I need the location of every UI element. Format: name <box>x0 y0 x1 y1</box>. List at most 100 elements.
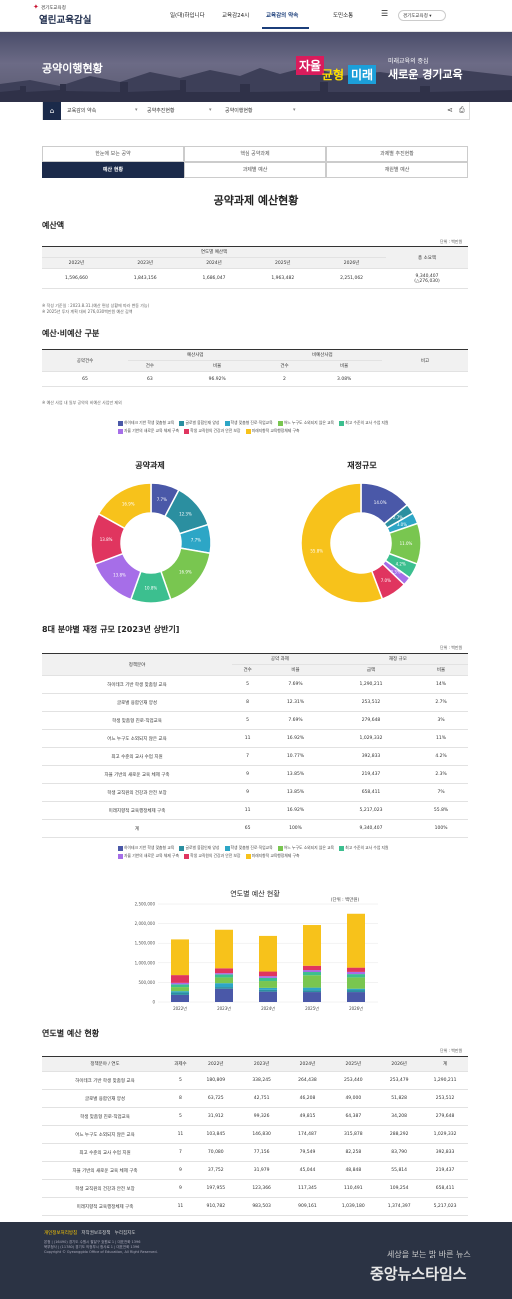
legend-label: 하이테크 기반 학생 맞춤형 교육 <box>124 845 175 850</box>
y-tick-label: 0 <box>152 1000 155 1005</box>
tab-source-budget[interactable]: 재원별 예산 <box>326 162 468 178</box>
table-cell: 7% <box>414 783 468 802</box>
breadcrumb-item-1[interactable]: 교육감의 약속 <box>67 108 97 114</box>
legend-item: 학생 교직원의 건강과 안전 보장 <box>184 853 240 859</box>
footer-sitemap-link[interactable]: 누리집지도 <box>114 1231 136 1236</box>
table-cell: 7.69% <box>263 675 328 694</box>
table-cell: 7 <box>168 1143 193 1162</box>
menu-icon[interactable]: ☰ <box>381 9 389 18</box>
year-header: 2023년 <box>110 257 180 269</box>
table-cell: 315,878 <box>330 1125 377 1144</box>
table-cell: 4.2% <box>414 747 468 766</box>
y-tick-label: 2,500,000 <box>135 902 156 907</box>
split-cell: 65 <box>42 371 128 387</box>
legend-label: 미래지향적 교육행정체제 구축 <box>251 853 300 858</box>
legend-item: 하이테크 기반 학생 맞춤형 교육 <box>118 845 175 851</box>
org-select[interactable]: 경기도교육청 ▾ <box>398 10 446 21</box>
footer-links: 개인정보처리방침 저작권보호정책 누리집지도 <box>44 1230 135 1236</box>
nav-item-1[interactable]: 일(대)하입니다 <box>170 13 205 19</box>
bar-segment <box>215 973 233 975</box>
budget-total-header: 총 소요액 <box>386 246 468 269</box>
tab-task-budget[interactable]: 과제별 예산 <box>184 162 326 178</box>
donut-slice-label: 13.8% <box>113 573 126 578</box>
table-cell: 82,258 <box>330 1143 377 1162</box>
breadcrumb-item-3[interactable]: 공약이행현황 <box>225 108 253 114</box>
table-cell: 31,912 <box>192 1107 239 1126</box>
sector-heading: 8대 분야별 재정 규모 [2023년 상반기] <box>42 625 180 634</box>
tab-budget-status[interactable]: 예산 현황 <box>42 162 184 178</box>
bar-segment <box>303 925 321 966</box>
table-row: 글로벌 융합인재 양성 8 63,725 42,751 46,208 49,000 51,8… <box>42 1089 468 1108</box>
table-row: 학생 맞춤형 진로·직업교육 5 31,912 99,326 49,815 64,387 3… <box>42 1107 468 1126</box>
bar-segment <box>215 987 233 989</box>
table-cell: 63,725 <box>192 1089 239 1108</box>
legend-swatch <box>184 428 190 434</box>
table-cell: 77,156 <box>238 1143 285 1162</box>
donut-slice-label: 16.9% <box>122 502 135 507</box>
table-cell: 55,814 <box>376 1161 423 1180</box>
table-cell: 1,290,211 <box>327 675 415 694</box>
legend-swatch <box>179 845 185 851</box>
split-cell: 63 <box>128 371 172 387</box>
footer-copyright-link[interactable]: 저작권보호정책 <box>81 1231 111 1236</box>
tab-progress[interactable]: 과제별 추진현황 <box>326 146 468 162</box>
bar-segment <box>303 975 321 988</box>
table-cell: 11 <box>168 1197 193 1216</box>
table-cell: 174,487 <box>284 1125 331 1144</box>
nav-item-2[interactable]: 교육감24시 <box>222 13 250 19</box>
year-header: 2025년 <box>248 257 318 269</box>
legend-item: 최고 수준의 교사 수업 지원 <box>339 420 389 426</box>
chevron-down-icon[interactable]: ▾ <box>293 107 296 113</box>
legend-item: 자율 기반의 새로운 교육 체제 구축 <box>118 853 179 859</box>
slogan-main: 새로운 경기교육 <box>388 68 463 81</box>
home-icon[interactable]: ⌂ <box>43 102 61 120</box>
table-cell: 학생 교직원의 건강과 안전 보장 <box>42 1179 168 1198</box>
legend-item: 자율 기반의 새로운 교육 체제 구축 <box>118 428 179 434</box>
share-icon[interactable]: ⋖ <box>447 106 453 114</box>
budget-total-sub: (△276,030) <box>414 278 440 284</box>
footer <box>0 1222 512 1299</box>
table-cell: 219,437 <box>422 1161 468 1180</box>
table-cell: 5 <box>232 675 264 694</box>
legend-label: 학생 맞춤형 진로·직업교육 <box>230 845 273 850</box>
table-cell: 253,440 <box>330 1071 377 1090</box>
logo-title[interactable]: 열린교육감실 <box>39 15 92 26</box>
budget-value: 1,963,482 <box>248 268 318 289</box>
tab-overview[interactable]: 한눈에 보는 공약 <box>42 146 184 162</box>
legend-label: 학생 교직원의 건강과 안전 보장 <box>190 428 241 433</box>
table-cell: 자율 기반의 새로운 교육 체제 구축 <box>42 765 232 784</box>
legend-swatch <box>118 845 123 851</box>
bar-segment <box>171 991 189 993</box>
footer-privacy-link[interactable]: 개인정보처리방침 <box>44 1231 78 1236</box>
chevron-down-icon[interactable]: ▾ <box>135 107 138 113</box>
bar-segment <box>215 977 233 984</box>
year-header: 2024년 <box>179 257 249 269</box>
table-cell: 264,438 <box>284 1071 331 1090</box>
bar-segment <box>259 991 277 1002</box>
yearly-h: 2023년 <box>238 1056 285 1072</box>
print-icon[interactable]: ⎙ <box>459 106 465 114</box>
legend-swatch <box>224 845 230 851</box>
budget-value: 1,843,156 <box>110 268 180 289</box>
legend-item: 어느 누구도 소외되지 않은 교육 <box>277 420 334 426</box>
tab-core[interactable]: 핵심 공약과제 <box>184 146 326 162</box>
table-cell: 70,080 <box>192 1143 239 1162</box>
table-cell: 117,345 <box>284 1179 331 1198</box>
legend-item: 미래지향적 교육행정체제 구축 <box>245 428 299 434</box>
table-cell: 10.77% <box>263 747 328 766</box>
yearly-table: 정책분야 / 연도 과제수 2022년 2023년 2024년 2025년 20… <box>42 1056 468 1238</box>
table-cell: 83,790 <box>376 1143 423 1162</box>
legend-label: 최고 수준의 교사 수업 지원 <box>345 420 389 425</box>
yearly-h: 과제수 <box>168 1056 193 1072</box>
budget-table: 연도별 예산액 총 소요액 2022년 2023년 2024년 2025년 202… <box>42 246 468 289</box>
chevron-down-icon[interactable]: ▾ <box>209 107 212 113</box>
sector-h-finance: 재정 규모 <box>327 653 468 665</box>
nav-item-4[interactable]: 도민소통 <box>333 13 354 19</box>
nav-item-promise[interactable]: 교육감의 약속 <box>266 13 299 19</box>
sector-h-sub: 비율 <box>263 664 328 676</box>
legend-swatch <box>339 845 345 851</box>
breadcrumb-item-2[interactable]: 공약추진현황 <box>147 108 175 114</box>
table-row: 학생 교직원의 건강과 안전 보장 9 13.85% 658,411 7% <box>42 783 468 802</box>
table-cell: 글로벌 융합인재 양성 <box>42 1089 168 1108</box>
bar-segment <box>215 988 233 1002</box>
